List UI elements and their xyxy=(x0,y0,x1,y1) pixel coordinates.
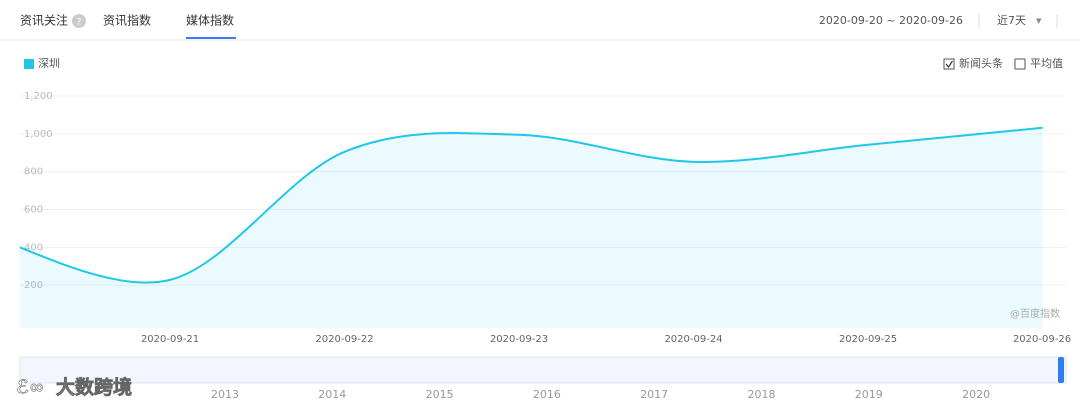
dropdown-arrow: ▼ xyxy=(1036,17,1042,25)
option-label[interactable]: 平均值 xyxy=(1030,57,1063,70)
y-tick-label: 1,200 xyxy=(24,91,53,102)
logo-icon: ℰ∞ xyxy=(16,377,44,398)
x-tick-label: 2020-09-21 xyxy=(141,334,199,345)
timeline-year: 2013 xyxy=(211,388,239,401)
y-tick-label: 400 xyxy=(24,242,43,253)
period-select[interactable]: 近7天 xyxy=(997,14,1026,27)
legend-swatch xyxy=(24,59,34,69)
tab[interactable]: 资讯关注 xyxy=(20,13,68,28)
line xyxy=(20,126,1043,284)
x-tick-label: 2020-09-25 xyxy=(839,334,897,345)
y-tick-label: 800 xyxy=(24,167,43,178)
timeline-year: 2019 xyxy=(855,388,883,401)
option-label[interactable]: 新闻头条 xyxy=(959,56,1003,70)
help-icon[interactable] xyxy=(72,14,86,28)
timeline-year: 2018 xyxy=(748,388,776,401)
help-mark: ? xyxy=(77,18,82,28)
x-tick-label: 2020-09-23 xyxy=(490,334,548,345)
x-tick-label: 2020-09-24 xyxy=(664,334,722,345)
timeline-year: 2020 xyxy=(962,388,990,401)
watermark: @百度指数 xyxy=(1010,307,1060,320)
y-tick-label: 1,000 xyxy=(24,129,53,140)
checkbox[interactable] xyxy=(943,58,955,70)
checkbox[interactable] xyxy=(1014,58,1026,70)
x-tick-label: 2020-09-26 xyxy=(1013,334,1071,345)
timeline-track[interactable] xyxy=(19,356,1067,384)
timeline-year: 2017 xyxy=(640,388,668,401)
timeline-year: 2016 xyxy=(533,388,561,401)
logo-text: 大数跨境 xyxy=(56,376,132,399)
x-tick-label: 2020-09-22 xyxy=(315,334,373,345)
check-mark xyxy=(945,60,953,69)
timeline-year: 2015 xyxy=(426,388,454,401)
legend-label: 深圳 xyxy=(38,57,60,70)
date-range[interactable]: 2020-09-20 ~ 2020-09-26 xyxy=(819,14,963,27)
tab[interactable]: 媒体指数 xyxy=(186,13,234,28)
tab-underline xyxy=(186,37,236,39)
timeline-handle[interactable] xyxy=(1058,357,1064,383)
tab[interactable]: 资讯指数 xyxy=(103,13,151,28)
y-tick-label: 200 xyxy=(24,280,43,291)
y-tick-label: 600 xyxy=(24,205,43,216)
area-fill xyxy=(20,127,1043,328)
timeline-year: 2014 xyxy=(318,388,346,401)
